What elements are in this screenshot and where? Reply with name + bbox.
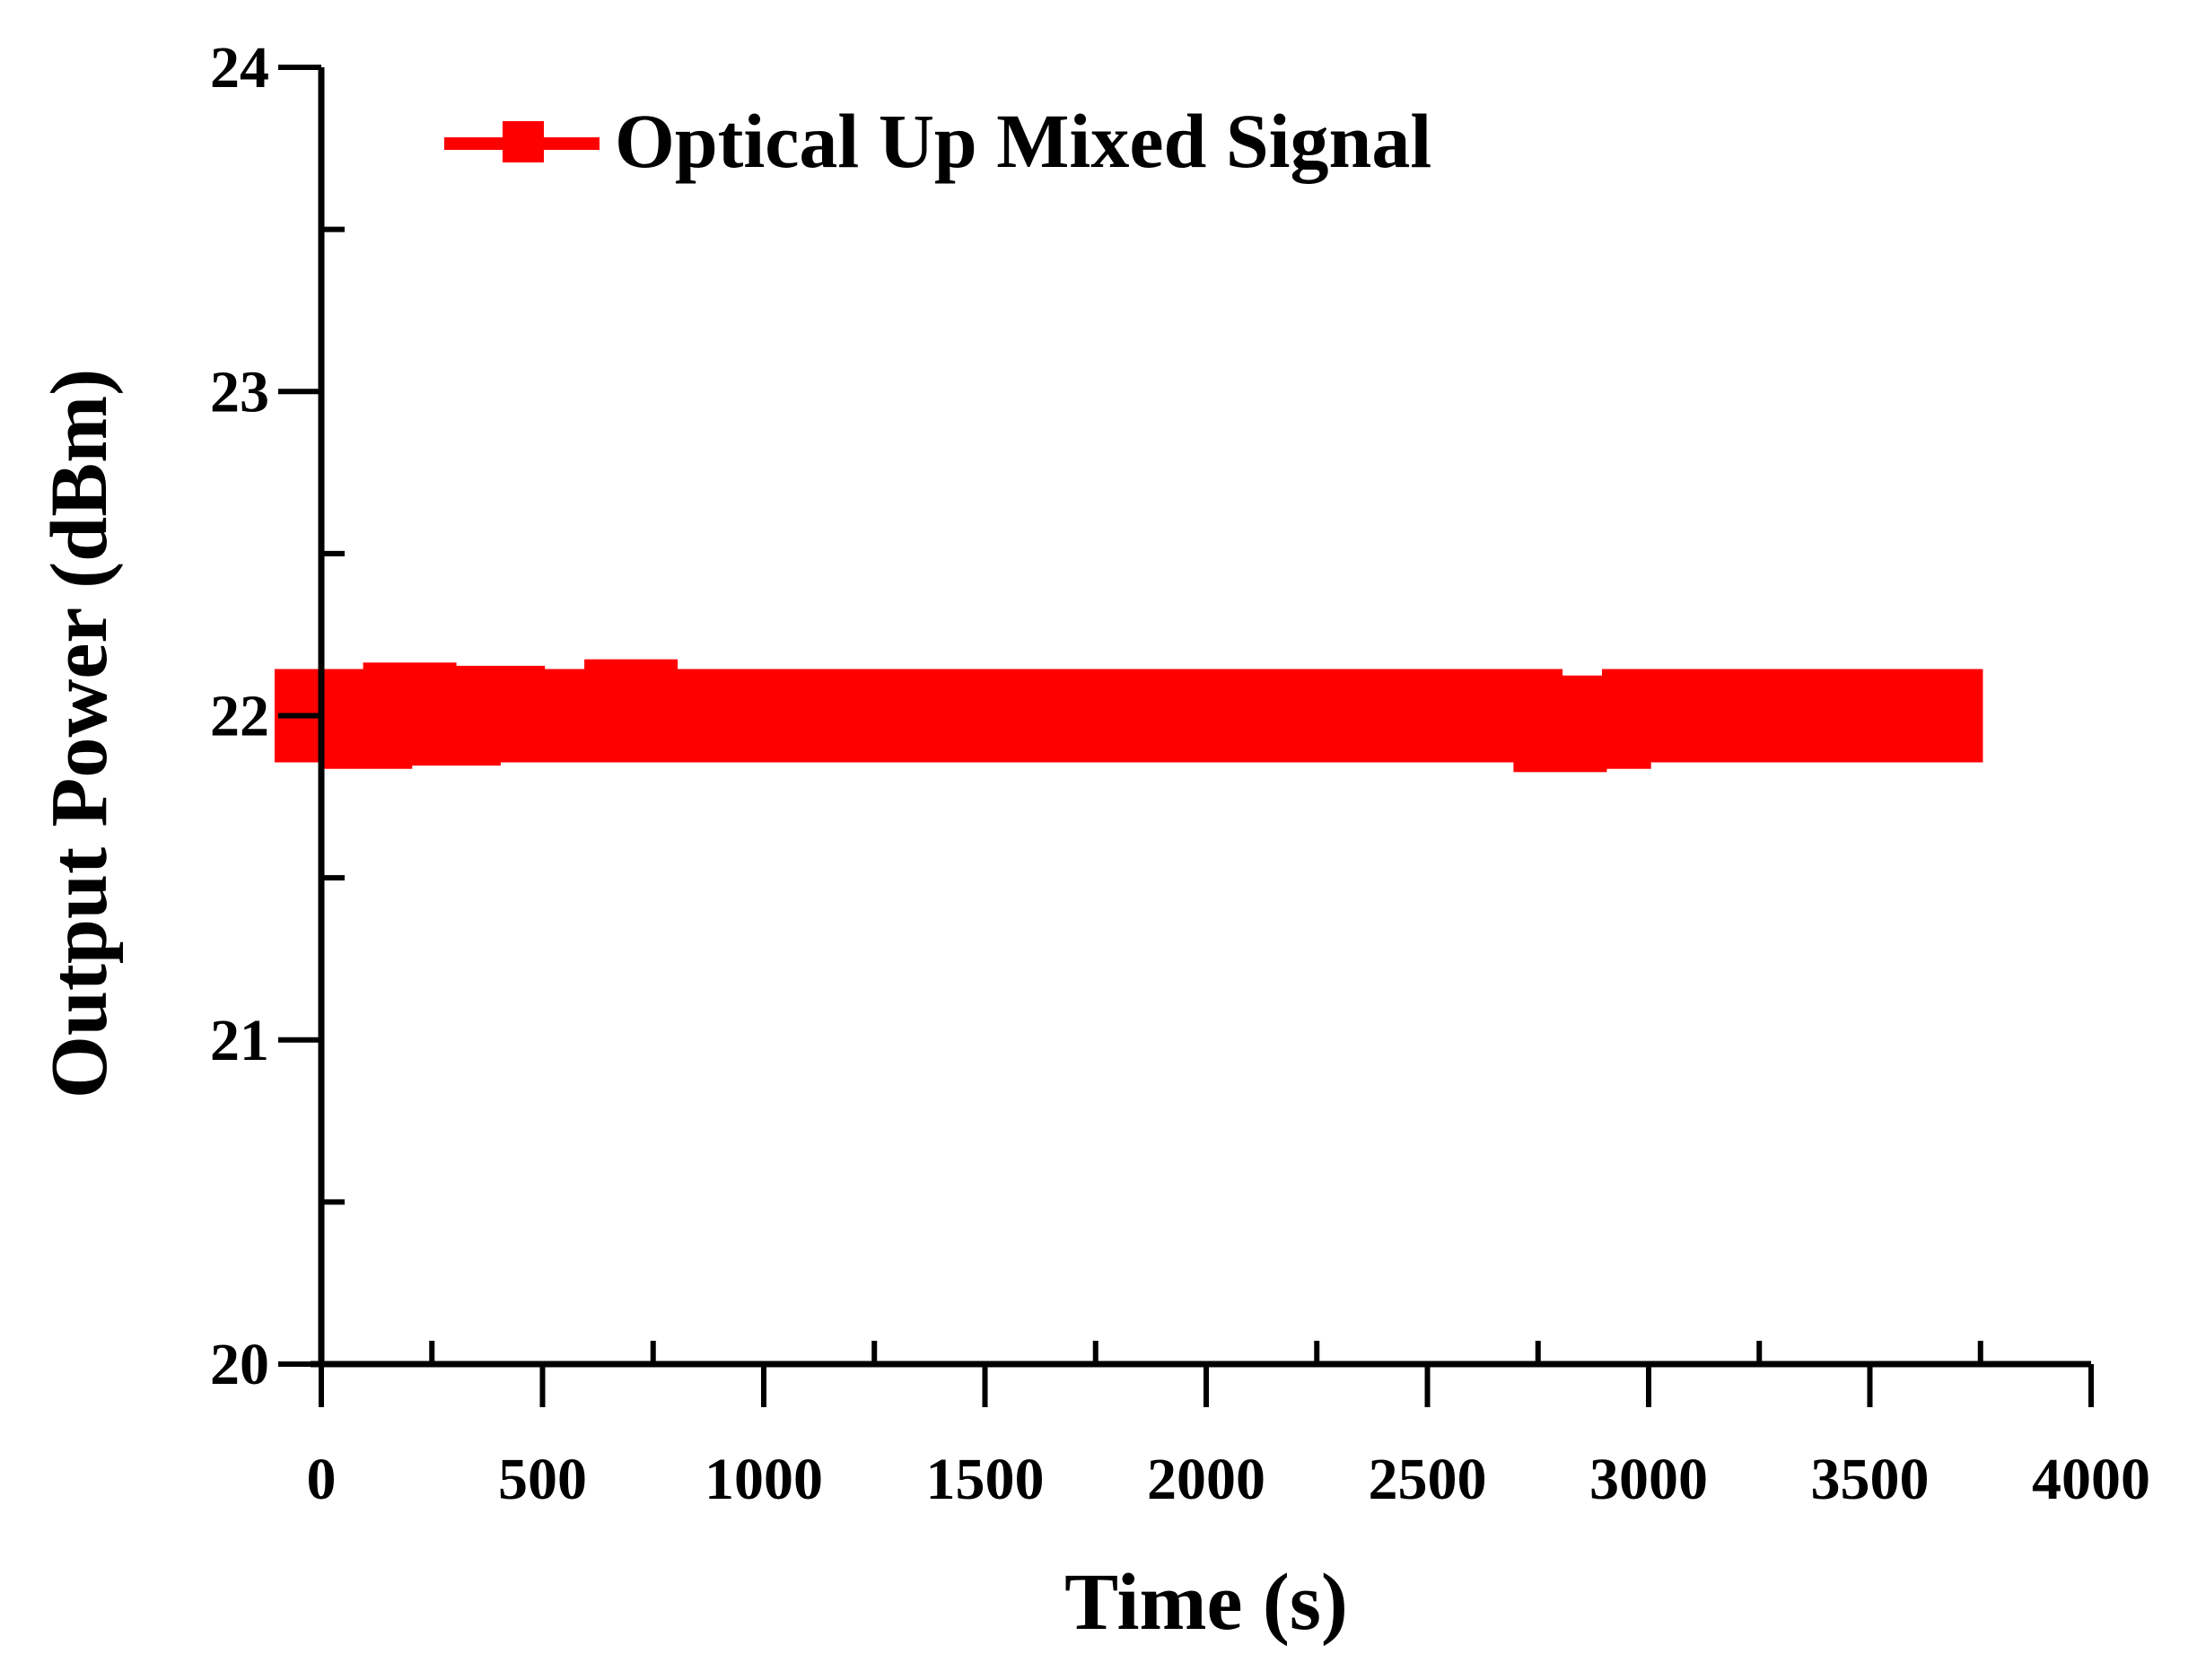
legend-label: Optical Up Mixed Signal [615, 98, 1431, 184]
x-tick-label: 3500 [1811, 1447, 1930, 1512]
x-tick-label: 2000 [1147, 1447, 1265, 1512]
y-tick-label: 21 [210, 1008, 269, 1073]
axes: 20 21 22 23 24 0 500 1000 1500 2000 2500 3000 3500 40… [210, 35, 2150, 1512]
legend-square-marker [503, 121, 544, 162]
x-tick-label: 500 [498, 1447, 587, 1512]
x-tick-label: 2500 [1369, 1447, 1487, 1512]
plot-area [275, 659, 1983, 773]
x-tick-label: 1000 [705, 1447, 823, 1512]
y-tick-label: 23 [210, 359, 269, 424]
x-tick-label: 4000 [2032, 1447, 2150, 1512]
y-tick-label: 22 [210, 684, 269, 749]
y-tick-label: 24 [210, 35, 269, 101]
x-tick-label: 1500 [926, 1447, 1045, 1512]
x-axis-title: Time (s) [1064, 1558, 1348, 1647]
x-tick-label: 3000 [1589, 1447, 1708, 1512]
y-axis-title: Output Power (dBm) [35, 369, 124, 1098]
data-point-marker [1889, 669, 1983, 763]
x-tick-label: 0 [307, 1447, 337, 1512]
y-tick-label: 20 [210, 1332, 269, 1397]
legend: Optical Up Mixed Signal [444, 98, 1431, 184]
